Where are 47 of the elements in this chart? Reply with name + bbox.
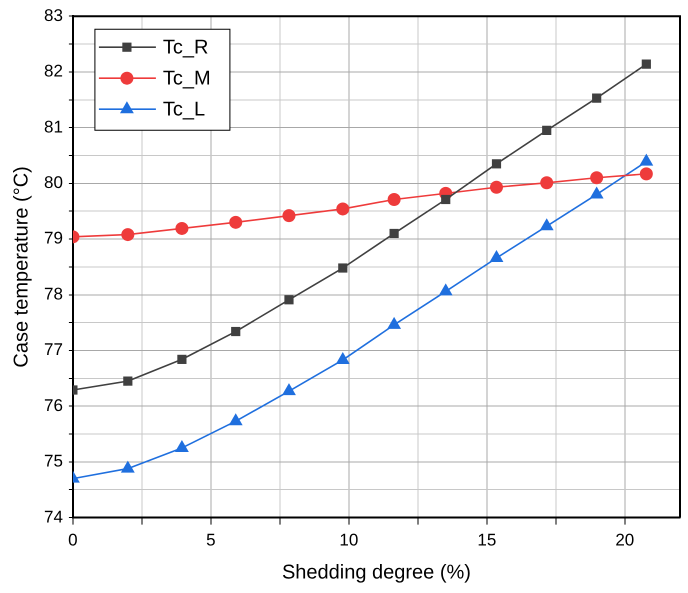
y-tick-label: 78	[44, 284, 63, 304]
point	[640, 167, 653, 180]
point	[387, 316, 402, 329]
point	[590, 171, 604, 184]
point	[540, 176, 554, 190]
point	[490, 180, 503, 194]
x-tick-label: 10	[339, 530, 358, 550]
point	[336, 202, 350, 216]
point	[441, 194, 450, 204]
legend-label: Tc_R	[162, 36, 208, 59]
point	[336, 352, 350, 364]
point	[282, 209, 296, 222]
point	[284, 295, 294, 304]
y-tick-label: 80	[44, 173, 63, 192]
point	[642, 60, 651, 69]
point	[542, 126, 552, 136]
point	[592, 94, 602, 103]
point	[123, 376, 132, 386]
y-axis-title: Case temperature (°C)	[10, 166, 33, 368]
y-tick-label: 77	[44, 340, 63, 360]
point	[388, 192, 401, 206]
legend-label: Tc_L	[162, 98, 206, 121]
point	[121, 228, 134, 242]
point	[338, 263, 348, 273]
x-tick-label: 0	[68, 530, 78, 550]
point	[390, 228, 399, 238]
x-axis-title: Shedding degree (%)	[282, 562, 471, 584]
legend-label: Tc_M	[162, 68, 211, 90]
y-tick-label: 81	[44, 117, 63, 136]
point	[177, 354, 187, 364]
point	[228, 413, 243, 426]
y-tick-label: 83	[44, 6, 63, 25]
y-tick-label: 74	[44, 507, 63, 526]
y-tick-label: 79	[44, 228, 63, 248]
point	[282, 383, 296, 396]
point	[175, 222, 188, 235]
y-tick-label: 76	[44, 396, 63, 415]
y-tick-label: 75	[44, 452, 63, 471]
x-tick-label: 15	[477, 530, 496, 550]
point	[492, 159, 502, 168]
x-tick-label: 20	[615, 530, 634, 550]
x-tick-label: 5	[206, 530, 216, 550]
point	[120, 460, 135, 473]
point	[174, 440, 189, 452]
y-tick-label: 82	[44, 62, 63, 81]
point	[229, 216, 242, 229]
point	[231, 326, 240, 336]
